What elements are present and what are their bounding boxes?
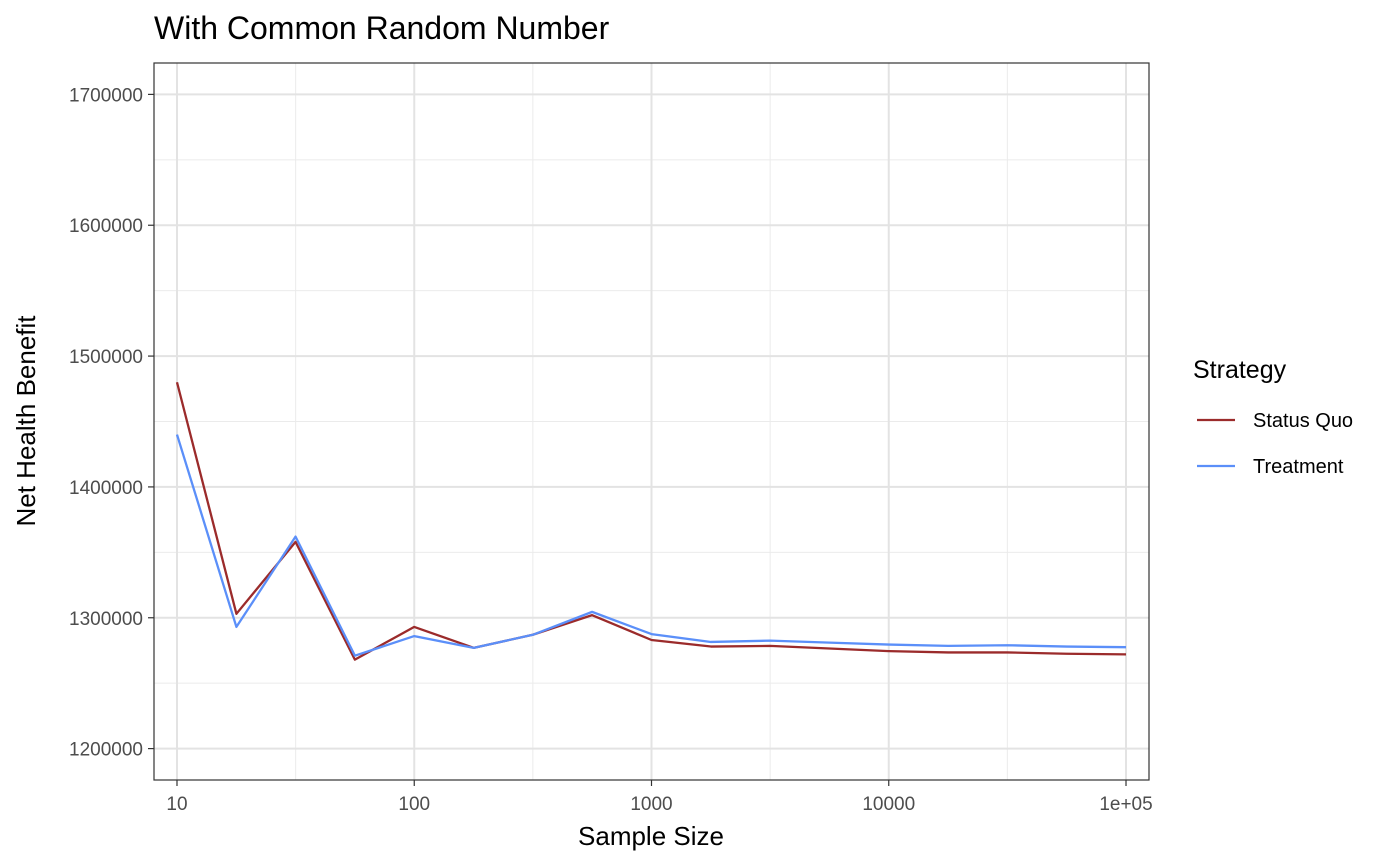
axis-ticks: 10 100 1000 10000 1e+05 1200000 1300000 1400000… [69,85,1153,815]
y-tick-label: 1400000 [69,478,143,499]
x-tick-label: 100 [398,794,430,815]
x-tick-label: 1000 [630,794,672,815]
legend: Strategy Status Quo Treatment [1193,356,1353,478]
legend-title: Strategy [1193,356,1287,384]
x-tick-label: 10 [166,794,187,815]
y-tick-label: 1700000 [69,85,143,106]
chart-title: With Common Random Number [154,10,610,46]
grid [154,63,1149,780]
legend-label: Treatment [1253,456,1344,478]
x-axis-title: Sample Size [578,821,724,851]
series-line-status-quo [175,381,1127,661]
y-tick-label: 1600000 [69,216,143,237]
y-axis-title: Net Health Benefit [11,315,41,527]
y-tick-label: 1200000 [69,740,143,761]
legend-label: Status Quo [1253,410,1353,432]
y-tick-label: 1300000 [69,609,143,630]
series-line-treatment [175,434,1127,657]
x-tick-label: 1e+05 [1099,794,1152,815]
legend-items: Status Quo Treatment [1197,410,1353,478]
x-tick-label: 10000 [862,794,915,815]
series-lines [175,381,1127,661]
y-tick-label: 1500000 [69,347,143,368]
